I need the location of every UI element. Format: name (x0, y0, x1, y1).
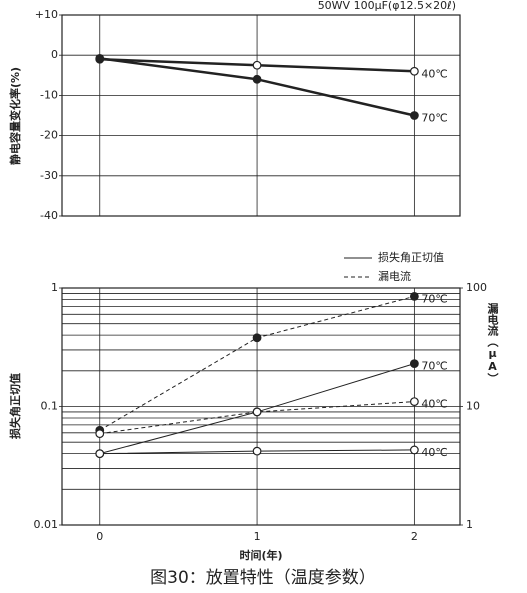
y-tick-label: -40 (40, 209, 58, 222)
y-tick-label: -10 (40, 88, 58, 101)
data-point (252, 60, 262, 70)
x-tick-label: 2 (411, 530, 418, 543)
data-point (409, 66, 419, 76)
y-tick-label: 0 (51, 48, 58, 61)
x-tick-label: 0 (96, 530, 103, 543)
series-line (99, 401, 415, 435)
data-point (409, 359, 419, 369)
series-label: 40℃ (421, 446, 447, 459)
legend-label: 损失角正切值 (378, 250, 444, 264)
series-label: 70℃ (421, 292, 447, 305)
x-axis-title: 时间(年) (239, 548, 282, 562)
data-point (252, 407, 262, 417)
y2-tick-label: 1 (466, 518, 473, 531)
data-point (252, 446, 262, 456)
data-point (252, 74, 262, 84)
plot-frame (61, 14, 461, 217)
caption: 图30：放置特性（温度参数） (150, 568, 376, 588)
data-point (95, 449, 105, 459)
y-axis-title: 损失角正切值 (8, 373, 22, 439)
series-label: 40℃ (421, 67, 447, 80)
data-point (252, 333, 262, 343)
y-tick-label: 0.1 (41, 400, 59, 413)
data-point (409, 397, 419, 406)
legend-label: 漏电流 (378, 269, 411, 283)
data-point (95, 54, 105, 63)
y-tick-label: -30 (40, 169, 58, 182)
data-point (95, 429, 105, 439)
y-tick-label: -20 (40, 129, 58, 142)
y-axis-title: 静电容量变化率(%) (8, 67, 22, 165)
series-label: 40℃ (421, 398, 447, 411)
y2-tick-label: 10 (466, 400, 480, 413)
data-point (409, 111, 419, 120)
series-label: 70℃ (421, 360, 447, 373)
y-tick-label: 1 (51, 281, 58, 294)
y-tick-label: +10 (35, 8, 58, 21)
y2-tick-label: 100 (466, 281, 487, 294)
y-tick-label: 0.01 (34, 518, 59, 531)
series-label: 70℃ (421, 112, 447, 125)
x-tick-label: 1 (254, 530, 261, 543)
y2-axis-title: 漏电流（μA） (486, 302, 500, 384)
subtitle: 50WV 100μF(φ12.5×20ℓ) (318, 0, 456, 12)
data-point (409, 445, 419, 455)
data-point (409, 291, 419, 301)
